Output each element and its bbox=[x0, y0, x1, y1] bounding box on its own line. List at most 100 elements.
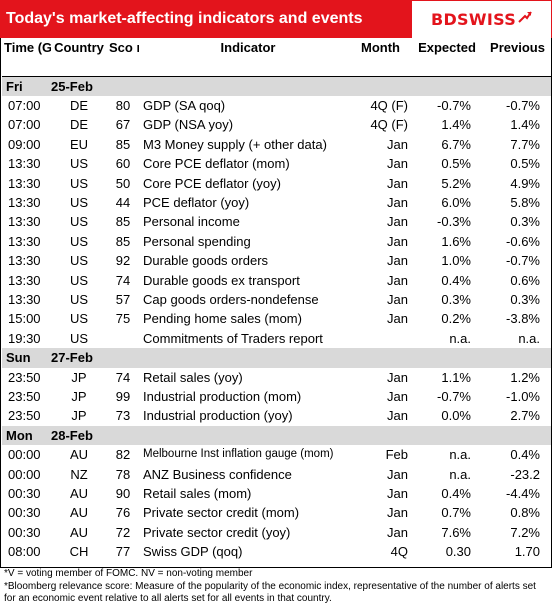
indicators-table: Time (GMT) Country Sco re* Indicator Mon… bbox=[2, 38, 552, 562]
cell-country: US bbox=[69, 175, 89, 191]
cell-indicator: Commitments of Traders report bbox=[143, 330, 323, 346]
cell-month: 4Q (F) bbox=[370, 117, 408, 133]
cell-expected: 1.0% bbox=[441, 253, 471, 269]
cell-expected: n.a. bbox=[449, 466, 471, 482]
cell-month: Jan bbox=[387, 524, 408, 540]
cell-previous: -0.7% bbox=[506, 253, 540, 269]
cell-score: 80 bbox=[115, 97, 131, 113]
cell-previous: -3.8% bbox=[506, 311, 540, 327]
table-row: 07:00 DE 80 GDP (SA qoq) 4Q (F) -0.7% -0.7% bbox=[2, 96, 552, 115]
table-header: Time (GMT) Country Sco re* Indicator Mon… bbox=[2, 38, 552, 76]
table-row: 23:50 JP 74 Retail sales (yoy) Jan 1.1% 1.2% bbox=[2, 368, 552, 387]
cell-country: US bbox=[69, 156, 89, 172]
cell-country: DE bbox=[69, 117, 89, 133]
cell-indicator: PCE deflator (yoy) bbox=[143, 194, 250, 210]
brand-logo: BDSWISS bbox=[412, 0, 552, 38]
logo-text: BDSWISS bbox=[430, 10, 517, 29]
cell-month: 4Q bbox=[390, 544, 408, 560]
table-row: 15:00 US 75 Pending home sales (mom) Jan 0.2%… bbox=[2, 309, 552, 328]
day-date: 28-Feb bbox=[51, 425, 552, 446]
cell-indicator: Private sector credit (yoy) bbox=[143, 524, 291, 540]
cell-score: 75 bbox=[115, 311, 131, 327]
cell-month: Jan bbox=[387, 369, 408, 385]
cell-indicator: Durable goods orders bbox=[143, 253, 269, 269]
table-row: 07:00 DE 67 GDP (NSA yoy) 4Q (F) 1.4% 1.4% bbox=[2, 115, 552, 134]
cell-country: US bbox=[69, 311, 89, 327]
cell-month: Jan bbox=[387, 389, 408, 404]
cell-score: 67 bbox=[115, 117, 131, 133]
cell-month: Jan bbox=[387, 214, 408, 230]
table-row: 13:30 US 92 Durable goods orders Jan 1.0% -0.7… bbox=[2, 251, 552, 270]
cell-country: US bbox=[69, 291, 89, 307]
cell-time: 13:30 bbox=[8, 272, 41, 288]
cell-time: 13:30 bbox=[8, 233, 41, 249]
table-row: 13:30 US 85 Personal income Jan -0.3% 0.3% bbox=[2, 212, 552, 231]
cell-previous: 1.4% bbox=[510, 117, 540, 133]
col-country: Country bbox=[54, 40, 104, 55]
cell-score: 72 bbox=[115, 524, 131, 540]
cell-previous: 5.8% bbox=[510, 194, 540, 210]
cell-time: 00:30 bbox=[8, 486, 41, 502]
cell-indicator: GDP (NSA yoy) bbox=[143, 117, 234, 133]
cell-expected: -0.7% bbox=[437, 97, 471, 113]
day-date: 25-Feb bbox=[51, 76, 552, 96]
cell-indicator: Private sector credit (mom) bbox=[143, 505, 300, 521]
cell-score: 73 bbox=[115, 408, 131, 424]
table-row: 23:50 JP 99 Industrial production (mom) Jan -… bbox=[2, 387, 552, 406]
cell-time: 23:50 bbox=[8, 408, 41, 424]
cell-score: 85 bbox=[115, 214, 131, 230]
cell-month: Feb bbox=[385, 447, 408, 463]
cell-indicator: GDP (SA qoq) bbox=[143, 97, 226, 113]
cell-expected: 0.7% bbox=[441, 505, 471, 521]
table-row: 09:00 EU 85 M3 Money supply (+ other data) J… bbox=[2, 135, 552, 154]
cell-time: 13:30 bbox=[8, 194, 41, 210]
cell-indicator: Personal spending bbox=[143, 233, 251, 249]
table-row: 13:30 US 50 Core PCE deflator (yoy) Jan 5.2% 4… bbox=[2, 174, 552, 193]
cell-score: 74 bbox=[115, 369, 131, 385]
cell-month: Jan bbox=[387, 505, 408, 521]
cell-expected: 0.5% bbox=[441, 156, 471, 172]
cell-indicator: Core PCE deflator (yoy) bbox=[143, 175, 281, 191]
cell-month: Jan bbox=[387, 194, 408, 210]
cell-month: Jan bbox=[387, 233, 408, 249]
cell-previous: 0.4% bbox=[510, 447, 540, 463]
cell-indicator: Personal income bbox=[143, 214, 240, 230]
cell-previous: 1.2% bbox=[510, 369, 540, 385]
cell-expected: 1.6% bbox=[441, 233, 471, 249]
footnote-voting: *V = voting member of FOMC. NV = non-vot… bbox=[4, 568, 253, 579]
cell-previous: 2.7% bbox=[510, 408, 540, 424]
table-row: 13:30 US 85 Personal spending Jan 1.6% -0.6% bbox=[2, 232, 552, 251]
day-header-row: Sun 27-Feb bbox=[2, 348, 552, 368]
cell-country: US bbox=[69, 272, 89, 288]
cell-country: EU bbox=[69, 136, 89, 152]
cell-previous: 0.5% bbox=[510, 156, 540, 172]
cell-time: 23:50 bbox=[8, 389, 41, 404]
cell-country: DE bbox=[69, 97, 89, 113]
cell-month: Jan bbox=[387, 175, 408, 191]
cell-time: 00:00 bbox=[8, 447, 41, 463]
col-month: Month bbox=[361, 40, 400, 55]
footnote-score: *Bloomberg relevance score: Measure of t… bbox=[4, 580, 536, 605]
cell-time: 13:30 bbox=[8, 156, 41, 172]
col-score: Sco re* bbox=[109, 40, 139, 55]
cell-month: 4Q (F) bbox=[370, 97, 408, 113]
cell-indicator: Core PCE deflator (mom) bbox=[143, 156, 290, 172]
cell-country: AU bbox=[69, 447, 89, 463]
cell-time: 19:30 bbox=[8, 330, 41, 346]
cell-indicator: Retail sales (yoy) bbox=[143, 369, 243, 385]
cell-time: 13:30 bbox=[8, 253, 41, 269]
cell-score: 77 bbox=[115, 544, 131, 560]
cell-time: 07:00 bbox=[8, 97, 41, 113]
cell-time: 13:30 bbox=[8, 291, 41, 307]
cell-expected: 0.4% bbox=[441, 486, 471, 502]
cell-month: Jan bbox=[387, 253, 408, 269]
cell-country: AU bbox=[69, 524, 89, 540]
cell-month: Jan bbox=[387, 486, 408, 502]
cell-time: 00:30 bbox=[8, 505, 41, 521]
col-expected: Expected bbox=[418, 40, 476, 55]
cell-score: 92 bbox=[115, 253, 131, 269]
day-name: Fri bbox=[2, 76, 51, 96]
table-row: 13:30 US 60 Core PCE deflator (mom) Jan 0.5% 0… bbox=[2, 154, 552, 173]
cell-indicator: Industrial production (yoy) bbox=[143, 408, 293, 424]
table-row: 23:50 JP 73 Industrial production (yoy) Jan 0… bbox=[2, 406, 552, 425]
